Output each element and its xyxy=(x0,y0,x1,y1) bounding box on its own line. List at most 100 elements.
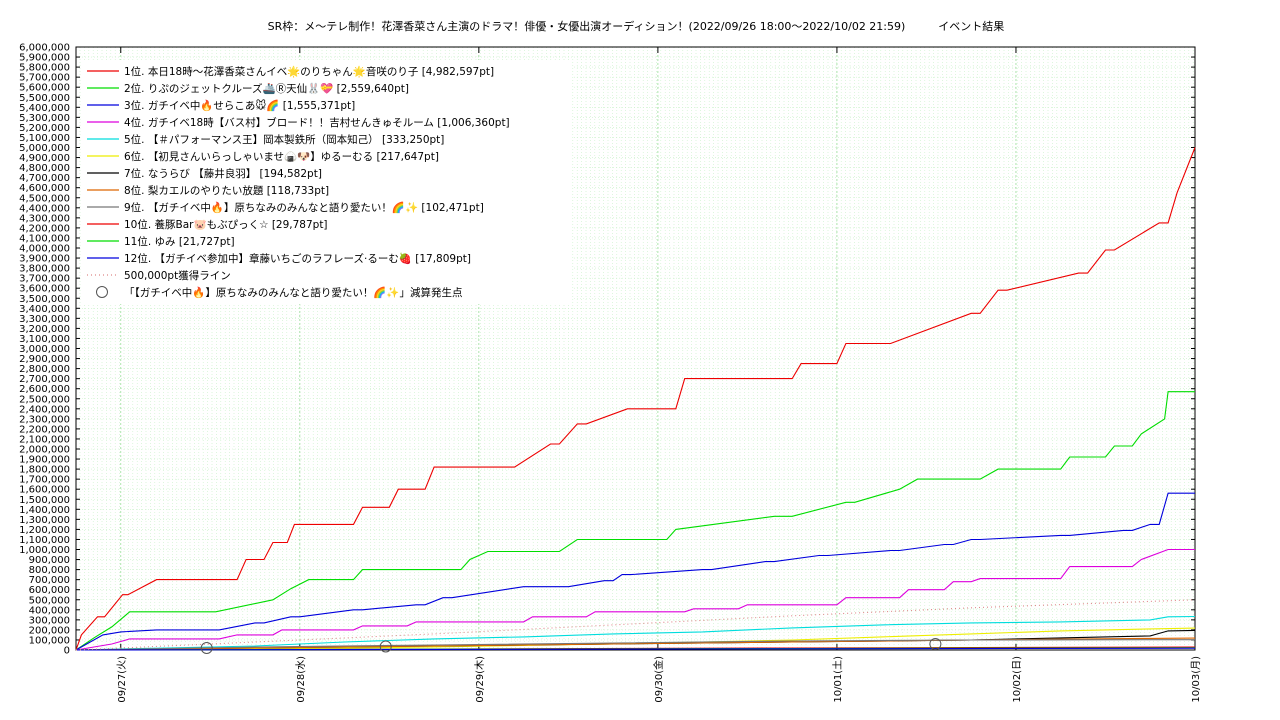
y-tick-label: 5,600,000 xyxy=(19,83,70,94)
y-tick-label: 800,000 xyxy=(29,565,70,576)
y-tick-label: 4,100,000 xyxy=(19,233,70,244)
y-tick-label: 3,800,000 xyxy=(19,264,70,275)
y-tick-label: 2,400,000 xyxy=(19,404,70,415)
y-tick-label: 4,200,000 xyxy=(19,223,70,234)
y-tick-label: 1,800,000 xyxy=(19,465,70,476)
y-tick-label: 3,400,000 xyxy=(19,304,70,315)
legend-marker-swatch xyxy=(96,286,108,298)
legend-entry: 5位. 【＃パフォーマンス王】岡本製鉄所（岡本知己） [333,250pt] xyxy=(124,133,444,146)
decrement-markers xyxy=(200,637,942,654)
legend-entry: 6位. 【初見さんいらっしゃいませ🍙🐶】ゆるーむる [217,647pt] xyxy=(124,150,439,163)
y-tick-label: 600,000 xyxy=(29,585,70,596)
y-tick-label: 3,600,000 xyxy=(19,284,70,295)
y-tick-label: 4,500,000 xyxy=(19,193,70,204)
y-tick-label: 5,800,000 xyxy=(19,63,70,74)
x-tick-label: 09/28(水) xyxy=(295,656,307,703)
decrement-marker xyxy=(929,637,942,650)
y-tick-label: 4,400,000 xyxy=(19,203,70,214)
y-tick-label: 5,500,000 xyxy=(19,93,70,104)
legend-entry: 10位. 養豚Bar🐷もぶぴっく☆ [29,787pt] xyxy=(124,218,328,231)
legend-entry: 12位. 【ガチイベ参加中】章藤いちごのラフレーズ·るーむ🍓 [17,809pt… xyxy=(124,252,471,265)
legend-entry: 7位. なうらび 【藤井良羽】 [194,582pt] xyxy=(124,167,322,180)
y-tick-label: 2,100,000 xyxy=(19,434,70,445)
y-tick-label: 1,500,000 xyxy=(19,495,70,506)
y-tick-label: 5,200,000 xyxy=(19,123,70,134)
y-tick-label: 2,200,000 xyxy=(19,424,70,435)
y-tick-label: 4,700,000 xyxy=(19,173,70,184)
x-tick-label: 10/02(日) xyxy=(1012,656,1023,703)
y-tick-label: 3,700,000 xyxy=(19,274,70,285)
y-tick-label: 0 xyxy=(64,646,70,657)
x-tick-label: 09/27(火) xyxy=(116,656,128,703)
legend: 1位. 本日18時〜花澤香菜さんイベ🌟のりちゃん🌟音咲のり子 [4,982,59… xyxy=(82,60,572,304)
legend-entry: 1位. 本日18時〜花澤香菜さんイベ🌟のりちゃん🌟音咲のり子 [4,982,59… xyxy=(124,65,494,78)
y-tick-label: 4,300,000 xyxy=(19,213,70,224)
series-line-8 xyxy=(75,637,1196,651)
x-axis: 09/27(火) 09/28(水) 09/29(木) 09/30(金) 10/01(土)… xyxy=(116,47,1202,703)
y-tick-label: 1,300,000 xyxy=(19,515,70,526)
x-tick-label: 09/30(金) xyxy=(652,656,665,703)
y-tick-label: 3,900,000 xyxy=(19,254,70,265)
legend-entry: 3位. ガチイベ中🔥せらこあ🐭🌈 [1,555,371pt] xyxy=(124,99,355,112)
y-tick-label: 4,800,000 xyxy=(19,163,70,174)
chart-title: SR枠：メ〜テレ制作！花澤香菜さん主演のドラマ！俳優・女優出演オーディション！(… xyxy=(268,19,1005,33)
legend-entry: 8位. 梨カエルのやりたい放題 [118,733pt] xyxy=(124,184,329,197)
y-tick-label: 5,900,000 xyxy=(19,53,70,64)
y-tick-label: 3,300,000 xyxy=(19,314,70,325)
legend-entry: 「【ガチイベ中🔥】原ちなみのみんなと語り愛たい！🌈✨」減算発生点 xyxy=(124,286,462,299)
y-tick-label: 5,300,000 xyxy=(19,113,70,124)
series-line-1 xyxy=(75,147,1196,651)
y-tick-label: 2,300,000 xyxy=(19,414,70,425)
y-tick-label: 5,000,000 xyxy=(19,143,70,154)
series-line-4 xyxy=(75,548,1195,651)
x-tick-label: 09/29(木) xyxy=(474,656,486,703)
y-tick-label: 300,000 xyxy=(29,615,70,626)
decrement-marker xyxy=(379,640,392,653)
y-tick-label: 900,000 xyxy=(29,555,70,566)
y-tick-label: 500,000 xyxy=(29,595,70,606)
y-tick-label: 5,400,000 xyxy=(19,103,70,114)
y-tick-label: 6,000,000 xyxy=(19,43,70,54)
legend-entry: 11位. ゆみ [21,727pt] xyxy=(124,235,235,248)
x-tick-label: 10/01(土) xyxy=(831,656,844,703)
series-line-6 xyxy=(75,627,1196,651)
y-tick-label: 200,000 xyxy=(29,625,70,636)
y-tick-label: 1,200,000 xyxy=(19,525,70,536)
y-tick-label: 2,900,000 xyxy=(19,354,70,365)
y-tick-label: 400,000 xyxy=(29,605,70,616)
legend-entry: 2位. りぷのジェットクルーズ🚢Ⓡ天仙🐰💝 [2,559,640pt] xyxy=(124,82,409,95)
x-tick-label: 10/03(月) xyxy=(1190,656,1202,703)
y-tick-label: 1,000,000 xyxy=(19,545,70,556)
y-tick-label: 1,700,000 xyxy=(19,475,70,486)
series-line-9 xyxy=(75,639,1195,651)
legend-entry: 500,000pt獲得ライン xyxy=(124,269,231,282)
y-tick-label: 4,900,000 xyxy=(19,153,70,164)
y-tick-label: 1,600,000 xyxy=(19,485,70,496)
y-tick-label: 100,000 xyxy=(29,635,70,646)
legend-entry: 9位. 【ガチイベ中🔥】原ちなみのみんなと語り愛たい！🌈✨ [102,471pt… xyxy=(124,201,484,214)
series-line-2 xyxy=(75,391,1195,651)
y-tick-label: 2,700,000 xyxy=(19,374,70,385)
y-tick-label: 2,800,000 xyxy=(19,364,70,375)
y-tick-label: 3,500,000 xyxy=(19,294,70,305)
legend-box xyxy=(82,60,572,304)
y-axis: 0100,000200,000300,000400,000500,000600,… xyxy=(19,43,1195,657)
legend-entry: 4位. ガチイベ18時【バス村】ブロード！！吉村せんきゅそルーム [1,006,… xyxy=(124,116,510,129)
y-tick-label: 1,900,000 xyxy=(19,455,70,466)
y-tick-label: 700,000 xyxy=(29,575,70,586)
series-line-13 xyxy=(75,599,1196,651)
y-tick-label: 3,200,000 xyxy=(19,324,70,335)
series-line-5 xyxy=(75,615,1196,651)
y-tick-label: 5,700,000 xyxy=(19,73,70,84)
y-tick-label: 5,100,000 xyxy=(19,133,70,144)
y-tick-label: 1,100,000 xyxy=(19,535,70,546)
y-tick-label: 4,600,000 xyxy=(19,183,70,194)
y-tick-label: 3,000,000 xyxy=(19,344,70,355)
y-tick-label: 2,000,000 xyxy=(19,445,70,456)
y-tick-label: 1,400,000 xyxy=(19,505,70,516)
y-tick-label: 2,500,000 xyxy=(19,394,70,405)
y-tick-label: 4,000,000 xyxy=(19,244,70,255)
series-line-3 xyxy=(75,492,1195,651)
series-line-12 xyxy=(75,647,1196,651)
